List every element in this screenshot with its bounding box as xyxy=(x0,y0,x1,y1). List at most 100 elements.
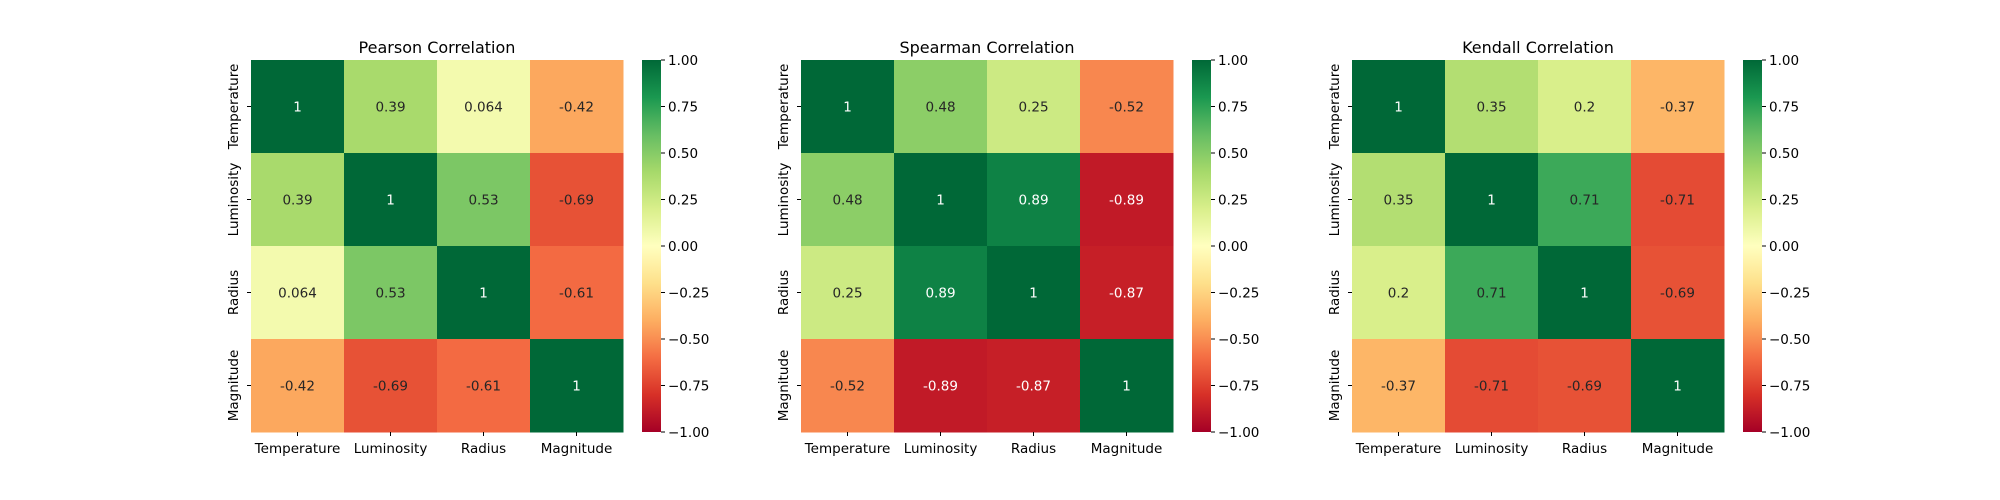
colorbar-tick-label: 0.00 xyxy=(1769,239,1799,255)
colorbar-tick-label: 0.25 xyxy=(1769,193,1799,209)
colorbar-gradient xyxy=(1192,60,1211,432)
cell-value-label: 1 xyxy=(1122,379,1131,395)
heatmap-cell-luminosity-temperature xyxy=(1352,153,1446,247)
colorbar-tick-label: 1.00 xyxy=(1218,53,1248,69)
heatmap-cell-radius-temperature xyxy=(251,246,345,340)
heatmap-cell-magnitude-magnitude xyxy=(530,339,624,433)
colorbar-tick-label: 0.25 xyxy=(1218,193,1248,209)
heatmap-cell-magnitude-temperature xyxy=(251,339,345,433)
y-tick-label: Magnitude xyxy=(226,350,242,422)
heatmap-cell-radius-radius xyxy=(437,246,531,340)
x-tick-label: Temperature xyxy=(804,441,891,457)
cell-value-label: -0.87 xyxy=(1016,379,1051,395)
cell-value-label: -0.69 xyxy=(1567,379,1602,395)
cell-value-label: 0.25 xyxy=(832,286,862,302)
heatmap-cell-magnitude-radius xyxy=(437,339,531,433)
y-tick-label: Luminosity xyxy=(776,163,792,237)
cell-value-label: 0.89 xyxy=(925,286,955,302)
heatmap-cell-temperature-magnitude xyxy=(1631,60,1725,154)
heatmap-cell-temperature-luminosity xyxy=(1445,60,1539,154)
colorbar-tick-label: 0.75 xyxy=(1218,100,1248,116)
heatmap-cell-magnitude-luminosity xyxy=(894,339,988,433)
x-tick-label: Magnitude xyxy=(1091,441,1163,457)
kendall-panel: Kendall Correlation 1 0.35 0.2 -0.37 0.35 1 0.… xyxy=(1327,38,1810,457)
heatmap-cell-temperature-radius xyxy=(987,60,1081,154)
heatmap-cell-luminosity-luminosity xyxy=(1445,153,1539,247)
heatmap-cell-magnitude-luminosity xyxy=(344,339,438,433)
heatmap-cell-luminosity-radius xyxy=(437,153,531,247)
spearman-panel: Spearman Correlation 1 0.48 0.25 -0.520.48 1… xyxy=(776,38,1259,457)
colorbar-tick-label: −0.50 xyxy=(1218,332,1259,348)
y-tick-label: Temperature xyxy=(226,64,242,151)
cell-value-label: 1 xyxy=(293,100,302,116)
heatmap-cells: 1 0.39 0.064 -0.42 0.39 1 0.53 -0.69 0.064 0.53 1 -… xyxy=(251,60,624,433)
x-tick-label: Temperature xyxy=(1355,441,1442,457)
heatmap-cell-magnitude-temperature xyxy=(1352,339,1446,433)
colorbar-tick-label: 0.50 xyxy=(1218,146,1248,162)
colorbar-tick-label: 0.00 xyxy=(668,239,698,255)
cell-value-label: -0.89 xyxy=(1109,193,1144,209)
cell-value-label: 1 xyxy=(936,193,945,209)
heatmap-cell-temperature-temperature xyxy=(251,60,345,154)
heatmap-cell-luminosity-magnitude xyxy=(1631,153,1725,247)
colorbar-tick-label: 0.50 xyxy=(668,146,698,162)
cell-value-label: 0.35 xyxy=(1476,100,1506,116)
x-tick-label: Radius xyxy=(1011,441,1056,457)
cell-value-label: -0.52 xyxy=(830,379,865,395)
cell-value-label: 1 xyxy=(1394,100,1403,116)
colorbar: 1.00 0.75 0.50 0.25 0.00 −0.25 −0.50 −0.75 −1.00 xyxy=(1192,53,1259,441)
cell-value-label: 1 xyxy=(1580,286,1589,302)
heatmap-cell-temperature-radius xyxy=(437,60,531,154)
cell-value-label: 1 xyxy=(1487,193,1496,209)
heatmap-cell-magnitude-magnitude xyxy=(1080,339,1174,433)
y-tick-label: Radius xyxy=(776,270,792,315)
heatmap-cell-temperature-magnitude xyxy=(1080,60,1174,154)
colorbar-tick-label: −0.75 xyxy=(1769,379,1810,395)
y-tick-label: Magnitude xyxy=(1327,350,1343,422)
cell-value-label: 1 xyxy=(386,193,395,209)
cell-value-label: -0.71 xyxy=(1474,379,1509,395)
x-tick-label: Magnitude xyxy=(1642,441,1714,457)
colorbar-tick-label: 0.50 xyxy=(1769,146,1799,162)
cell-value-label: 1 xyxy=(1673,379,1682,395)
heatmap-cell-temperature-luminosity xyxy=(894,60,988,154)
cell-value-label: -0.52 xyxy=(1109,100,1144,116)
cell-value-label: 0.39 xyxy=(282,193,312,209)
heatmap-cell-luminosity-radius xyxy=(1538,153,1632,247)
heatmap-cell-luminosity-temperature xyxy=(251,153,345,247)
cell-value-label: -0.69 xyxy=(373,379,408,395)
colorbar-gradient xyxy=(642,60,661,432)
colorbar-tick-label: 1.00 xyxy=(1769,53,1799,69)
cell-value-label: 0.53 xyxy=(468,193,498,209)
heatmap-cell-luminosity-radius xyxy=(987,153,1081,247)
heatmap-cell-radius-radius xyxy=(987,246,1081,340)
heatmap-cell-luminosity-temperature xyxy=(801,153,895,247)
colorbar: 1.00 0.75 0.50 0.25 0.00 −0.25 −0.50 −0.75 −1.00 xyxy=(642,53,709,441)
heatmap-cell-temperature-magnitude xyxy=(530,60,624,154)
y-tick-label: Magnitude xyxy=(776,350,792,422)
colorbar-tick-label: −0.50 xyxy=(668,332,709,348)
cell-value-label: 0.2 xyxy=(1574,100,1595,116)
cell-value-label: 0.71 xyxy=(1476,286,1506,302)
x-tick-label: Temperature xyxy=(254,441,341,457)
heatmap-cell-radius-temperature xyxy=(1352,246,1446,340)
colorbar-gradient xyxy=(1743,60,1762,432)
pearson-panel: Pearson Correlation 1 0.39 0.064 -0.420.39 1… xyxy=(226,38,709,457)
cell-value-label: -0.71 xyxy=(1660,193,1695,209)
x-tick-label: Luminosity xyxy=(904,441,978,457)
heatmap-cell-radius-luminosity xyxy=(1445,246,1539,340)
cell-value-label: 1 xyxy=(572,379,581,395)
cell-value-label: -0.87 xyxy=(1109,286,1144,302)
x-tick-label: Magnitude xyxy=(541,441,613,457)
cell-value-label: -0.89 xyxy=(923,379,958,395)
colorbar-tick-label: 0.00 xyxy=(1218,239,1248,255)
heatmap-cells: 1 0.48 0.25 -0.52 0.48 1 0.89 -0.89 0.25 0.89 1 -0.… xyxy=(801,60,1174,433)
y-tick-label: Radius xyxy=(226,270,242,315)
heatmap-cell-radius-temperature xyxy=(801,246,895,340)
y-tick-label: Temperature xyxy=(776,64,792,151)
chart-title: Pearson Correlation xyxy=(359,38,516,57)
cell-value-label: 1 xyxy=(1029,286,1038,302)
colorbar-tick-label: −0.75 xyxy=(1218,379,1259,395)
colorbar-tick-label: 0.25 xyxy=(668,193,698,209)
cell-value-label: 1 xyxy=(843,100,852,116)
